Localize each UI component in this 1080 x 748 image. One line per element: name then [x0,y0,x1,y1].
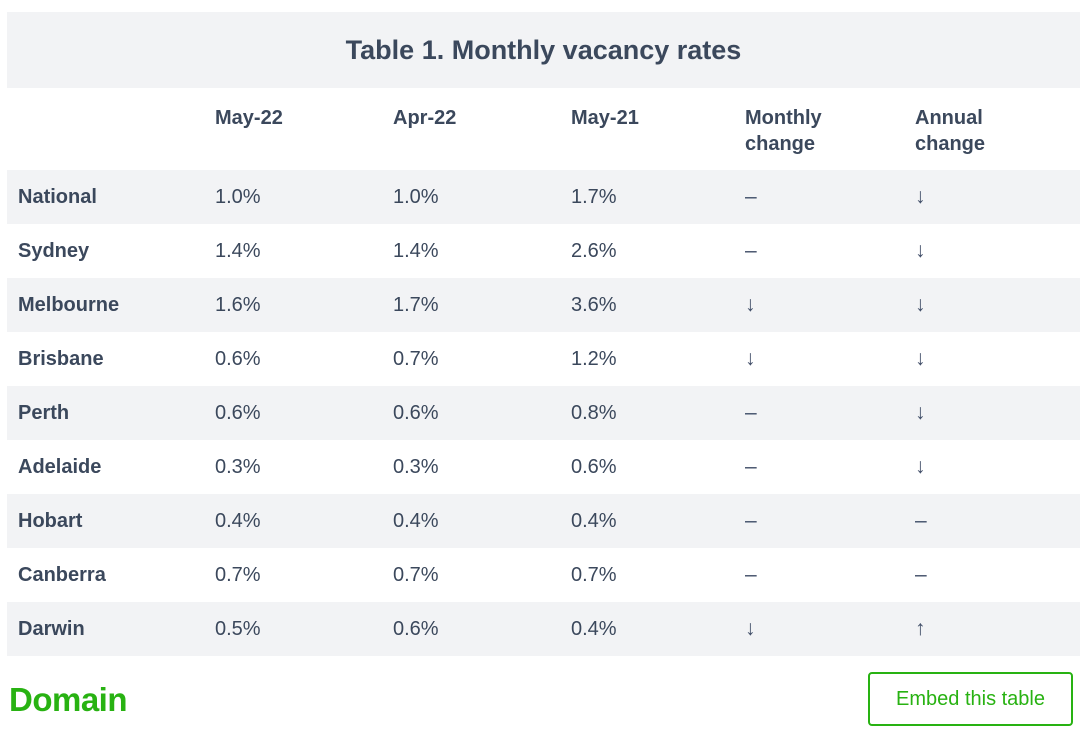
value-cell: 0.3% [215,455,261,478]
value-cell: 0.8% [571,401,617,424]
value-cell: 1.7% [393,293,439,316]
value-cell: 0.6% [215,347,261,370]
embed-table-button[interactable]: Embed this table [868,672,1073,726]
table-row: Melbourne 1.6% 1.7% 3.6% ↓ ↓ [7,278,1080,332]
row-label: Sydney [18,239,90,262]
table-row: Sydney 1.4% 1.4% 2.6% – ↓ [7,224,1080,278]
change-cell: – [745,563,757,586]
table-row: Darwin 0.5% 0.6% 0.4% ↓ ↑ [7,602,1080,656]
change-cell: ↑ [915,617,926,640]
value-cell: 0.7% [215,563,261,586]
value-cell: 0.4% [571,617,617,640]
change-cell: – [745,239,757,262]
change-cell: ↓ [745,293,756,316]
change-cell: ↓ [915,239,926,262]
value-cell: 1.0% [215,185,261,208]
value-cell: 0.4% [393,509,439,532]
value-cell: 0.7% [571,563,617,586]
change-cell: ↓ [915,293,926,316]
column-header: Apr-22 [393,107,457,129]
table-row: Hobart 0.4% 0.4% 0.4% – – [7,494,1080,548]
value-cell: 0.7% [393,563,439,586]
column-header: May-21 [571,107,639,129]
table-title: Table 1. Monthly vacancy rates [7,12,1080,88]
change-cell: – [745,185,757,208]
value-cell: 0.4% [215,509,261,532]
table-row: Adelaide 0.3% 0.3% 0.6% – ↓ [7,440,1080,494]
value-cell: 0.6% [571,455,617,478]
value-cell: 0.6% [393,401,439,424]
row-label: Darwin [18,617,85,640]
domain-logo[interactable]: Domain [9,680,128,718]
value-cell: 1.2% [571,347,617,370]
change-cell: ↓ [745,347,756,370]
value-cell: 1.0% [393,185,439,208]
table-row: National 1.0% 1.0% 1.7% – ↓ [7,170,1080,224]
change-cell: ↓ [745,617,756,640]
table-row: Canberra 0.7% 0.7% 0.7% – – [7,548,1080,602]
value-cell: 0.7% [393,347,439,370]
change-cell: – [745,401,757,424]
change-cell: ↓ [915,347,926,370]
value-cell: 1.7% [571,185,617,208]
vacancy-rates-widget: Table 1. Monthly vacancy rates May-22 Apr… [7,12,1080,726]
table-body: National 1.0% 1.0% 1.7% – ↓ Sydney 1.4% 1.4% 2.6%… [7,170,1080,656]
change-cell: – [915,509,927,532]
change-cell: – [745,455,757,478]
value-cell: 1.4% [393,239,439,262]
value-cell: 0.3% [393,455,439,478]
value-cell: 3.6% [571,293,617,316]
value-cell: 1.6% [215,293,261,316]
row-label: Perth [18,401,70,424]
value-cell: 0.6% [215,401,261,424]
column-header [7,88,215,170]
header-row: May-22 Apr-22 May-21 Monthly change Annual c… [7,88,1080,170]
change-cell: ↓ [915,455,926,478]
column-header: Annual change [915,107,986,155]
row-label: Canberra [18,563,106,586]
value-cell: 0.5% [215,617,261,640]
row-label: National [18,185,97,208]
change-cell: – [745,509,757,532]
value-cell: 0.4% [571,509,617,532]
change-cell: – [915,563,927,586]
row-label: Adelaide [18,455,102,478]
row-label: Melbourne [18,293,120,316]
column-header: May-22 [215,107,283,129]
column-header: Monthly change [745,107,822,155]
row-label: Hobart [18,509,83,532]
widget-footer: Domain Embed this table [7,672,1080,726]
change-cell: ↓ [915,401,926,424]
table-row: Perth 0.6% 0.6% 0.8% – ↓ [7,386,1080,440]
table-row: Brisbane 0.6% 0.7% 1.2% ↓ ↓ [7,332,1080,386]
value-cell: 1.4% [215,239,261,262]
row-label: Brisbane [18,347,104,370]
vacancy-table: May-22 Apr-22 May-21 Monthly change Annual c… [7,88,1080,656]
value-cell: 0.6% [393,617,439,640]
change-cell: ↓ [915,185,926,208]
value-cell: 2.6% [571,239,617,262]
